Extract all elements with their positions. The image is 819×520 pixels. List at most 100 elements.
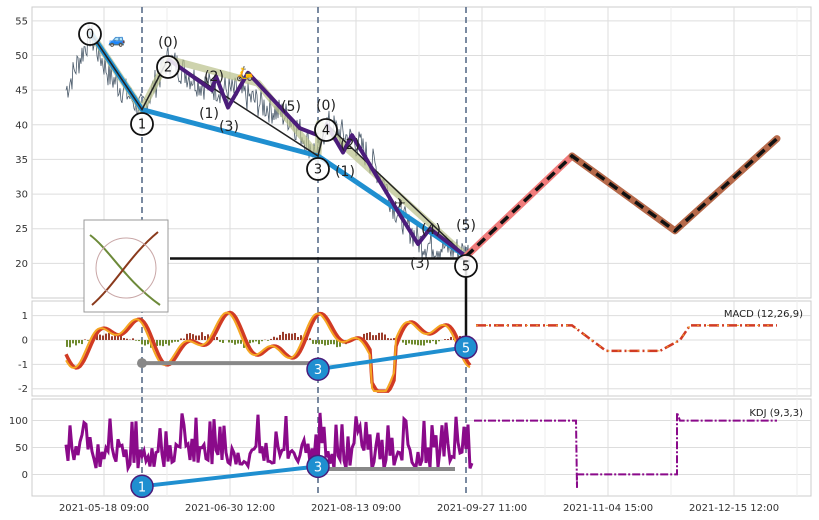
macd-histogram-bar	[309, 338, 311, 340]
kdj-panel-label: KDJ (9,3,3)	[749, 408, 803, 419]
sub-wave-1	[166, 57, 319, 138]
macd-histogram-bar	[147, 339, 149, 345]
wave-label: (1)	[335, 164, 355, 180]
macd-histogram-bar	[432, 339, 434, 342]
macd-histogram-bar	[123, 337, 125, 340]
macd-histogram-bar	[393, 338, 395, 340]
wave-label: (1)	[199, 106, 219, 122]
macd-histogram-bar	[447, 339, 449, 340]
macd-histogram-bar	[156, 339, 158, 346]
macd-histogram-bar	[228, 339, 230, 343]
macd-histogram-bar	[249, 339, 251, 344]
macd-histogram-bar	[96, 334, 98, 340]
macd-histogram-bar	[171, 339, 173, 343]
wave-circle-marker	[454, 254, 478, 278]
macd-marker	[306, 357, 330, 381]
macd-histogram-bar	[138, 339, 140, 342]
macd-histogram-bar	[132, 338, 134, 340]
kdj-forecast	[474, 412, 777, 488]
x-tick-label: 2021-09-27 11:00	[437, 503, 527, 514]
macd-histogram-bar	[429, 339, 431, 344]
macd-histogram-bar	[300, 335, 302, 340]
macd-histogram-bar	[420, 339, 422, 346]
macd-histogram-bar	[312, 339, 314, 344]
macd-histogram-bar	[180, 338, 182, 340]
macd-histogram-bar	[174, 339, 176, 342]
macd-histogram-bar	[237, 339, 239, 344]
macd-histogram-bar	[390, 338, 392, 340]
kdj-divergence-blue	[141, 464, 319, 489]
macd-histogram-bar	[372, 335, 374, 340]
macd-histogram-bar	[66, 339, 68, 347]
macd-histogram-bar	[255, 339, 257, 342]
macd-histogram-bar	[294, 333, 296, 340]
macd-histogram-bar	[207, 334, 209, 340]
x-tick-label: 2021-12-15 12:00	[689, 503, 779, 514]
macd-histogram-bar	[192, 334, 194, 340]
macd-histogram-bar	[315, 339, 317, 345]
macd-histogram-bar	[261, 339, 263, 342]
macd-histogram-bar	[117, 333, 119, 340]
wave-circle-marker	[314, 118, 338, 142]
macd-histogram-bar	[186, 333, 188, 340]
macd-histogram-bar	[375, 335, 377, 340]
inset-curve	[91, 231, 159, 306]
macd-histogram-bar	[69, 339, 71, 348]
macd-histogram-bar	[279, 334, 281, 340]
macd-histogram-bar	[240, 339, 242, 344]
inset-circle	[95, 237, 157, 299]
macd-histogram-bar	[366, 332, 368, 340]
macd-histogram-bar	[162, 339, 164, 347]
wave-circle-label: 0	[86, 28, 94, 43]
kdj-marker-label: 1	[138, 480, 146, 495]
macd-histogram-bar	[252, 339, 254, 343]
y-tick-label: -2	[18, 384, 28, 395]
macd-histogram-bar	[339, 339, 341, 347]
macd-histogram-bar	[258, 339, 260, 345]
macd-histogram-bar	[378, 332, 380, 340]
macd-histogram-bar	[417, 339, 419, 346]
macd-histogram-bar	[369, 332, 371, 340]
macd-forecast-signal	[476, 324, 777, 352]
y-tick-label: 25	[15, 224, 28, 235]
sub-wave-2	[324, 122, 468, 258]
y-tick-label: 30	[15, 190, 28, 201]
wave-circle-marker	[156, 55, 180, 79]
macd-histogram-bar	[219, 339, 221, 342]
macd-histogram-bar	[177, 339, 179, 342]
macd-histogram-bar	[204, 336, 206, 340]
macd-histogram-bar	[273, 336, 275, 340]
wave-circle-label: 1	[138, 118, 146, 133]
inset-thumbnail	[83, 219, 169, 313]
macd-histogram-bar	[201, 332, 203, 340]
macd-histogram-bar	[234, 339, 236, 345]
macd-histogram-bar	[327, 339, 329, 345]
y-tick-label: 0	[22, 470, 28, 481]
macd-histogram-bar	[72, 339, 74, 344]
macd-histogram-bar	[267, 339, 269, 341]
macd-histogram-bar	[411, 339, 413, 345]
x-tick-label: 2021-08-13 09:00	[311, 503, 401, 514]
macd-histogram-bar	[285, 333, 287, 340]
y-tick-label: 45	[15, 86, 28, 97]
macd-histogram-bar	[78, 339, 80, 344]
macd-histogram-bar	[141, 339, 143, 345]
wave-label: (3)	[410, 256, 430, 272]
wave-circle-label: 3	[314, 163, 322, 178]
macd-histogram-bar	[297, 336, 299, 340]
macd-histogram-bar	[438, 339, 440, 342]
macd-histogram-bar	[276, 337, 278, 340]
macd-histogram-bar	[288, 333, 290, 340]
wave-circle-label: 5	[462, 260, 470, 275]
x-tick-label: 2021-05-18 09:00	[59, 503, 149, 514]
macd-histogram-bar	[363, 333, 365, 340]
macd-histogram-bar	[87, 339, 89, 341]
macd-histogram-bar	[99, 334, 101, 340]
macd-histogram-bar	[405, 339, 407, 346]
macd-histogram-bar	[159, 339, 161, 346]
y-tick-label: 40	[15, 120, 28, 131]
macd-histogram-bar	[321, 339, 323, 344]
wave-label: (4)	[421, 222, 441, 238]
